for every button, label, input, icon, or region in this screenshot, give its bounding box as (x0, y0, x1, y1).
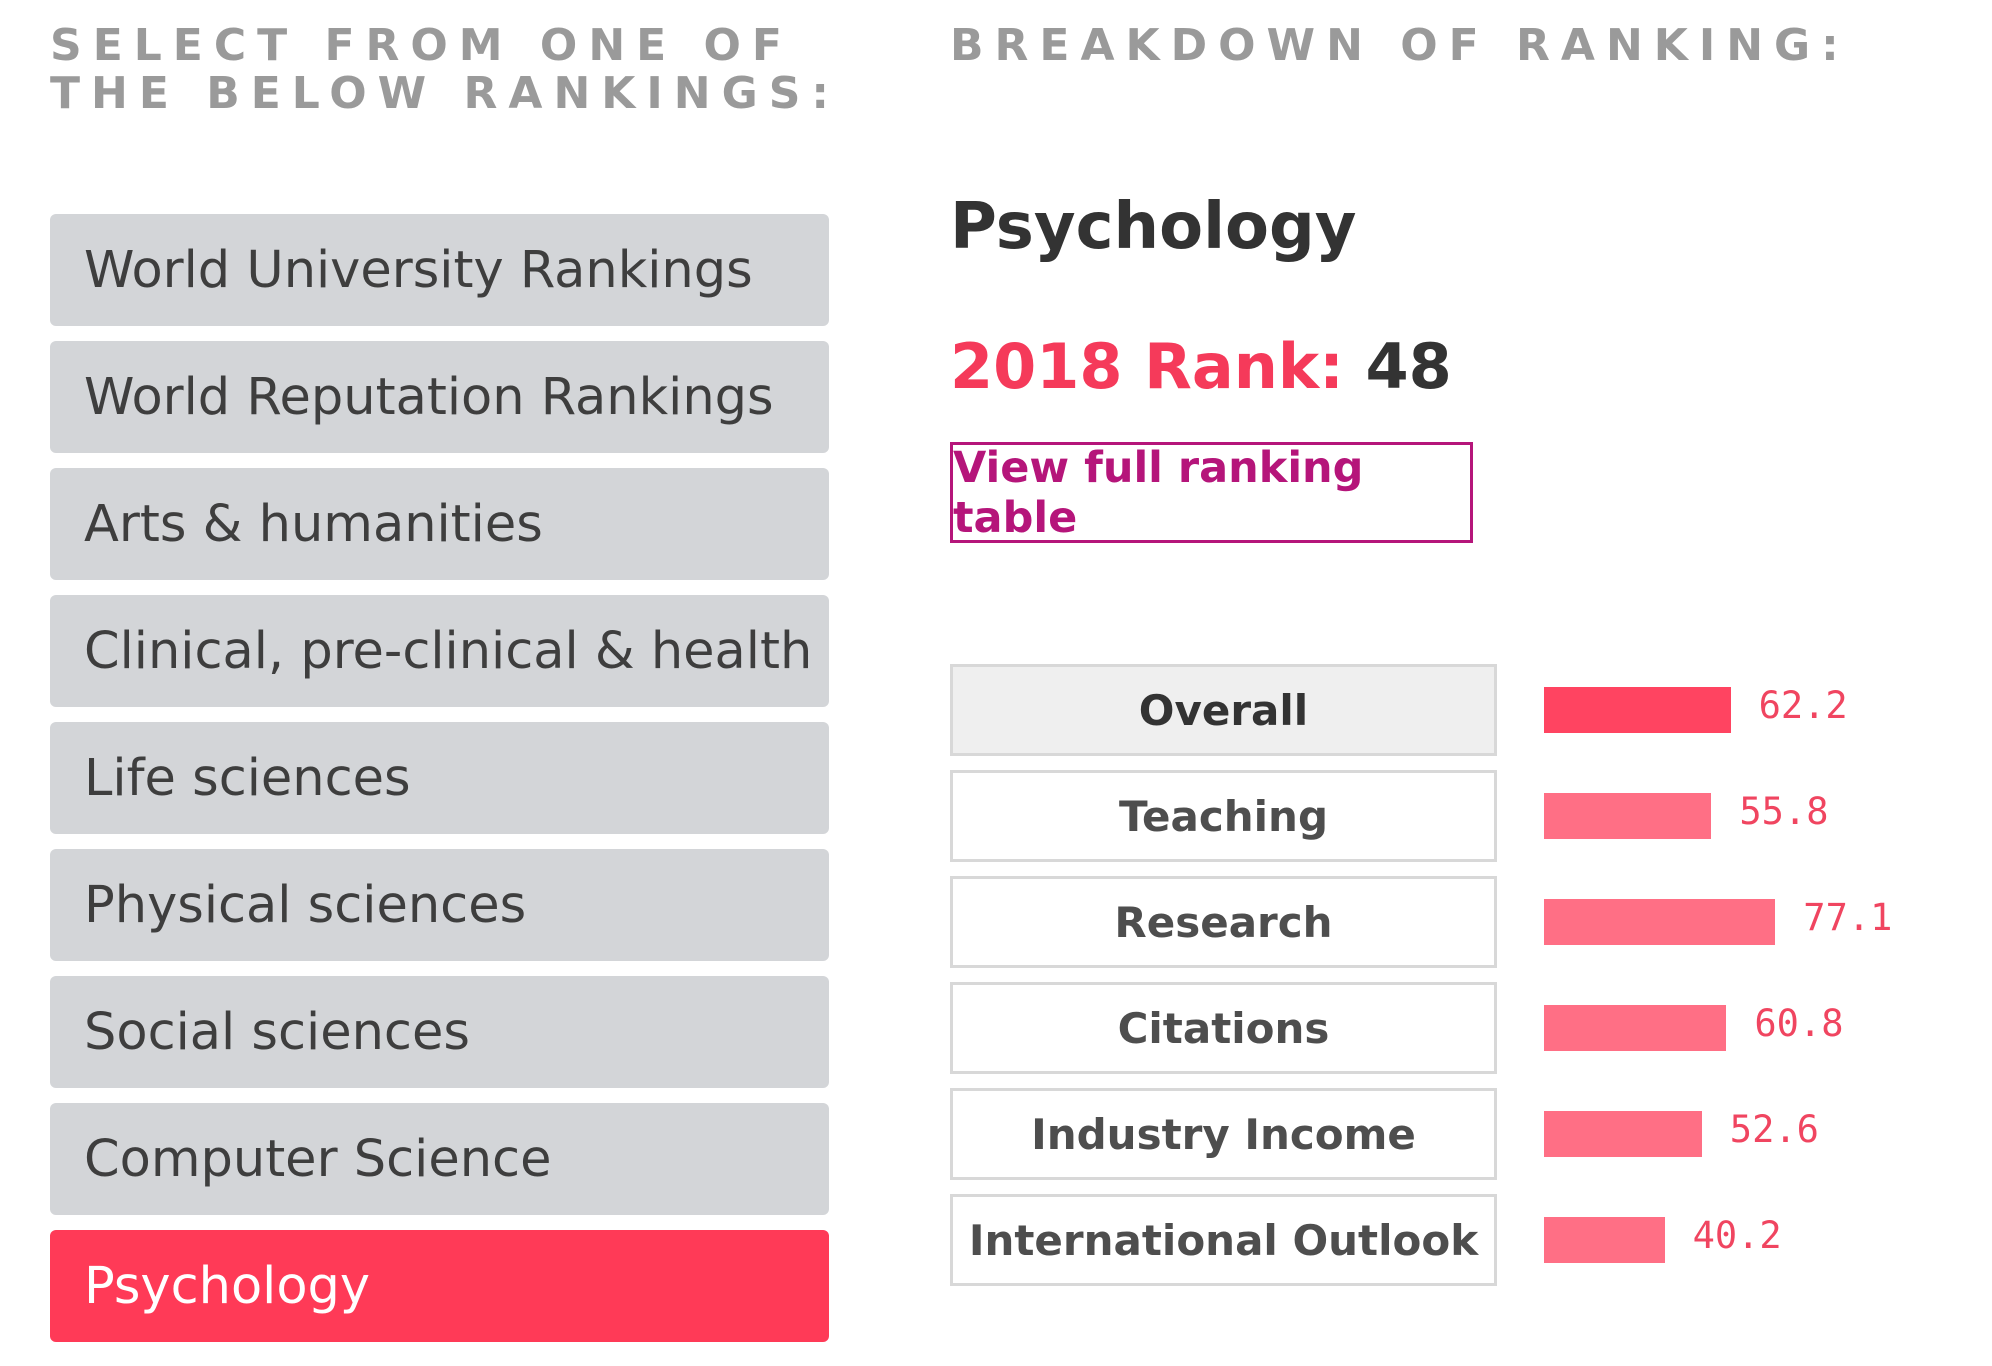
metric-bar-teaching (1544, 793, 1712, 839)
metric-row-overall: Overall 62.2 (950, 664, 1950, 770)
metric-label-industry-income[interactable]: Industry Income (950, 1088, 1497, 1180)
metric-label-citations[interactable]: Citations (950, 982, 1497, 1074)
metric-label-research[interactable]: Research (950, 876, 1497, 968)
metric-bar-research (1544, 899, 1776, 945)
rank-value: 48 (1365, 330, 1452, 403)
metric-row-research: Research 77.1 (950, 876, 1950, 982)
metric-value-citations: 60.8 (1754, 1002, 1844, 1045)
metric-value-teaching: 55.8 (1739, 790, 1829, 833)
metric-value-industry-income: 52.6 (1729, 1108, 1819, 1151)
metric-value-overall: 62.2 (1758, 684, 1848, 727)
rank-line: 2018 Rank: 48 (950, 330, 1452, 403)
metric-bar-industry-income (1544, 1111, 1702, 1157)
subject-title: Psychology (950, 190, 1357, 264)
ranking-item-computer-science[interactable]: Computer Science (50, 1103, 829, 1215)
ranking-item-physical-sciences[interactable]: Physical sciences (50, 849, 829, 961)
metric-row-industry-income: Industry Income 52.6 (950, 1088, 1950, 1194)
metric-label-teaching[interactable]: Teaching (950, 770, 1497, 862)
metric-value-international-outlook: 40.2 (1692, 1214, 1782, 1257)
breakdown-heading: BREAKDOWN OF RANKING: (950, 20, 1850, 71)
view-full-ranking-table-button[interactable]: View full ranking table (950, 442, 1473, 543)
metrics-breakdown: Overall 62.2 Teaching 55.8 Research 77.1… (950, 664, 1950, 1300)
ranking-item-social-sciences[interactable]: Social sciences (50, 976, 829, 1088)
metric-label-international-outlook[interactable]: International Outlook (950, 1194, 1497, 1286)
ranking-item-arts-humanities[interactable]: Arts & humanities (50, 468, 829, 580)
metric-row-teaching: Teaching 55.8 (950, 770, 1950, 876)
ranking-item-life-sciences[interactable]: Life sciences (50, 722, 829, 834)
rank-label: 2018 Rank: (950, 330, 1344, 403)
metric-bar-overall (1544, 687, 1731, 733)
metric-value-research: 77.1 (1803, 896, 1893, 939)
rankings-list: World University Rankings World Reputati… (50, 214, 829, 1357)
metric-row-international-outlook: International Outlook 40.2 (950, 1194, 1950, 1300)
metric-label-overall[interactable]: Overall (950, 664, 1497, 756)
metric-row-citations: Citations 60.8 (950, 982, 1950, 1088)
ranking-item-world-reputation[interactable]: World Reputation Rankings (50, 341, 829, 453)
ranking-item-psychology[interactable]: Psychology (50, 1230, 829, 1342)
rankings-heading: SELECT FROM ONE OF THE BELOW RANKINGS: (50, 20, 840, 119)
ranking-item-clinical-health[interactable]: Clinical, pre-clinical & health (50, 595, 829, 707)
metric-bar-citations (1544, 1005, 1727, 1051)
metric-bar-international-outlook (1544, 1217, 1665, 1263)
ranking-item-world-university[interactable]: World University Rankings (50, 214, 829, 326)
